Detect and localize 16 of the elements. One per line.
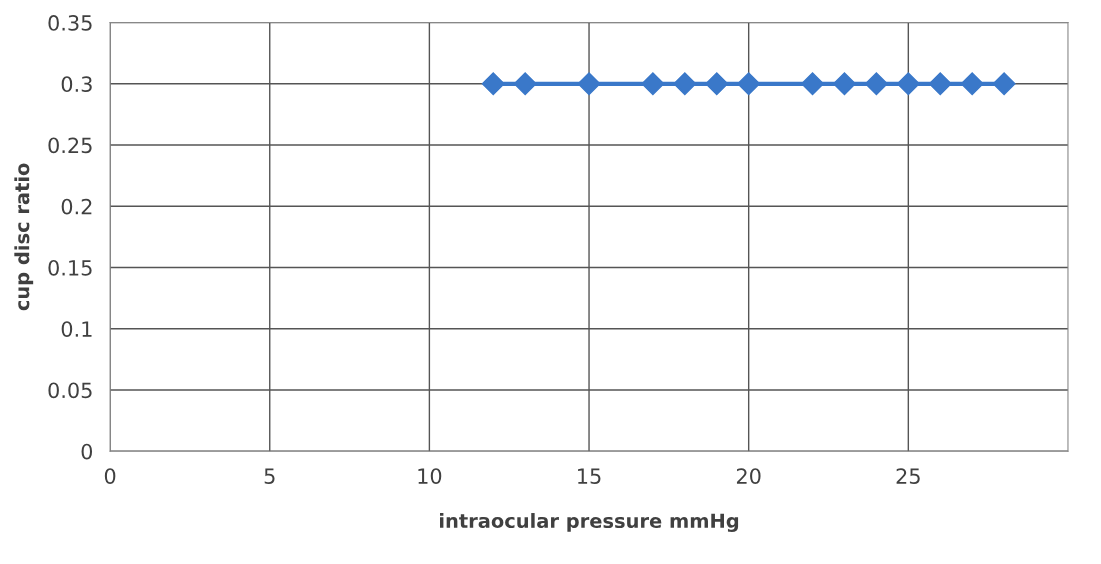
y-tick-label: 0.15 [48,259,92,276]
y-tick-label: 0.35 [48,15,92,31]
x-axis-title: intraocular pressure mmHg [440,513,739,532]
x-tick-label: 5 [264,468,275,484]
y-tick-label: 0.25 [48,137,92,154]
y-tick-label: 0.1 [61,321,92,337]
x-tick-label: 15 [578,468,601,484]
y-axis-title: cup disc ratio [14,163,34,311]
x-tick-label: 10 [418,468,442,484]
y-tick-label: 0 [81,443,93,460]
x-tick-label: 20 [736,468,761,484]
y-tick-label: 0.05 [48,382,92,399]
y-tick-label: 0.3 [61,76,92,93]
x-tick-label: 0 [104,468,116,484]
y-tick-label: 0.2 [61,198,92,215]
x-tick-label: 25 [896,468,920,484]
